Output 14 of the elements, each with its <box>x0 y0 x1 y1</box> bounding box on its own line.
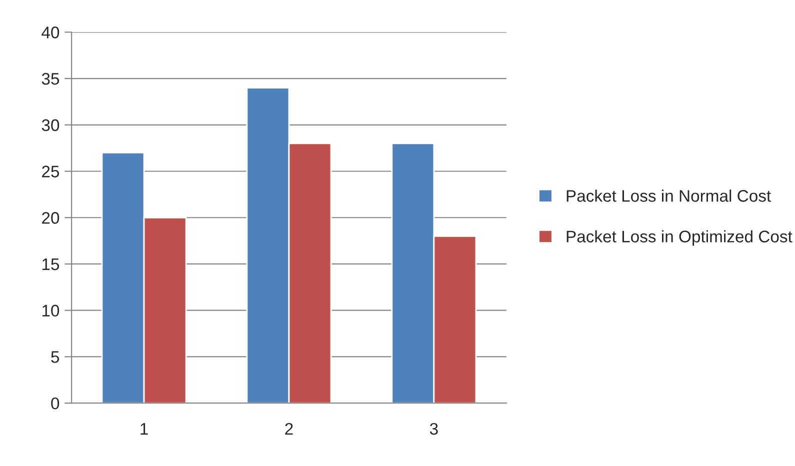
y-tick-label: 0 <box>51 397 60 410</box>
legend-label: Packet Loss in Optimized Cost <box>566 230 792 246</box>
y-tick-label: 20 <box>42 212 60 224</box>
y-tick-label: 30 <box>42 119 60 132</box>
y-tick-label: 35 <box>42 72 60 85</box>
y-tick-label: 5 <box>51 351 60 363</box>
y-tick-label: 10 <box>42 304 60 317</box>
x-tick-label: 1 <box>140 423 148 435</box>
legend-label: Packet Loss in Normal Cost <box>566 190 771 202</box>
y-tick-label: 40 <box>42 26 60 38</box>
y-tick-label: 25 <box>42 166 60 178</box>
y-tick-label: 15 <box>42 258 60 270</box>
x-tick-label: 3 <box>430 422 438 435</box>
x-tick-label: 2 <box>285 422 293 435</box>
